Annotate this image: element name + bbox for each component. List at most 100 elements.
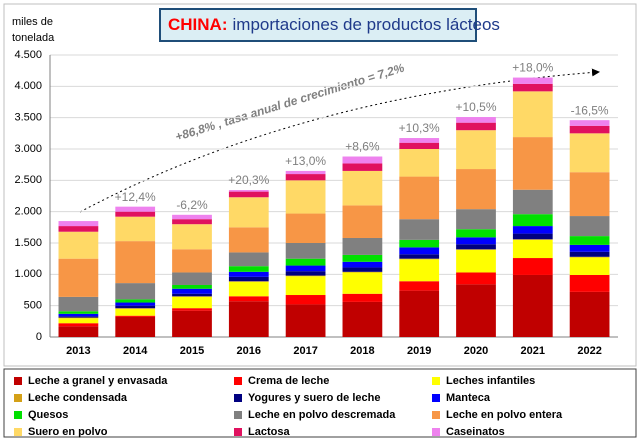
bar-segment	[115, 216, 156, 242]
bar-segment	[285, 304, 326, 337]
legend-label: Lactosa	[248, 426, 290, 438]
bar-segment	[285, 275, 326, 277]
bar-segment	[58, 313, 99, 317]
x-tick-label: 2022	[577, 345, 601, 357]
y-tick-label: 500	[24, 300, 42, 312]
bar-segment	[58, 231, 99, 259]
bar-segment	[172, 249, 212, 273]
bar-segment	[115, 308, 156, 316]
bar-segment	[228, 276, 269, 282]
bar-segment	[285, 170, 326, 175]
bar-segment	[456, 122, 496, 131]
legend-swatch	[432, 394, 440, 402]
legend-swatch	[14, 394, 22, 402]
bar-segment	[456, 237, 496, 245]
bar-segment	[569, 291, 610, 337]
bar-segment	[228, 296, 269, 302]
legend-label: Leches infantiles	[446, 375, 535, 387]
bar-segment	[115, 308, 156, 309]
legend-label: Leche en polvo descremada	[248, 409, 396, 421]
bar-segment	[115, 241, 156, 284]
bar-segment	[172, 293, 212, 297]
legend-swatch	[14, 411, 22, 419]
title-country: CHINA:	[168, 15, 228, 34]
bar-segment	[569, 257, 610, 275]
y-tick-label: 0	[36, 331, 42, 343]
bar-segment	[399, 239, 440, 248]
legend-label: Leche a granel y envasada	[28, 375, 168, 387]
y-tick-label: 4.500	[14, 49, 42, 61]
bar-segment	[512, 258, 553, 275]
bar-segment	[172, 296, 212, 309]
legend-swatch	[432, 377, 440, 385]
bar-segment	[172, 308, 212, 311]
bar-segment	[58, 318, 99, 324]
legend-swatch	[234, 394, 242, 402]
bar-segment	[228, 281, 269, 282]
title-box	[159, 8, 477, 42]
bar-segment	[399, 258, 440, 260]
bar-segment	[58, 311, 99, 314]
bar-segment	[115, 211, 156, 217]
legend-label: Crema de leche	[248, 375, 329, 387]
bar-segment	[569, 133, 610, 173]
bar-segment	[228, 301, 269, 337]
x-tick-label: 2014	[123, 345, 148, 357]
bar-segment	[569, 172, 610, 217]
bar-segment	[342, 163, 383, 171]
legend-label: Leche condensada	[28, 392, 128, 404]
bar-segment	[342, 267, 383, 272]
growth-label: +8,6%	[345, 140, 380, 154]
bar-segment	[569, 216, 610, 237]
bar-segment	[58, 258, 99, 297]
bar-segment	[285, 174, 326, 181]
x-tick-label: 2020	[464, 345, 488, 357]
bar-segment	[58, 317, 99, 319]
bar-segment	[172, 284, 212, 289]
bar-segment	[58, 226, 99, 232]
y-tick-label: 3.000	[14, 143, 42, 155]
bar-segment	[569, 236, 610, 245]
y-axis-label: tonelada	[12, 32, 55, 44]
legend-label: Caseinatos	[446, 426, 505, 438]
growth-label: +10,3%	[399, 121, 440, 135]
bar-segment	[399, 176, 440, 220]
bar-segment	[569, 125, 610, 134]
x-tick-label: 2019	[407, 345, 431, 357]
bar-segment	[456, 169, 496, 210]
bar-segment	[512, 91, 553, 138]
growth-label: +13,0%	[285, 154, 326, 168]
y-tick-label: 2.500	[14, 174, 42, 186]
bar-segment	[512, 83, 553, 92]
bar-segment	[228, 197, 269, 228]
legend-swatch	[234, 411, 242, 419]
bar-segment	[228, 191, 269, 198]
y-tick-label: 2.000	[14, 206, 42, 218]
y-axis-label: miles de	[12, 16, 53, 28]
chart-title: CHINA: importaciones de productos lácteos	[168, 15, 500, 34]
bar-segment	[456, 244, 496, 250]
bar-segment	[456, 249, 496, 250]
bar-segment	[172, 296, 212, 297]
bar-segment	[172, 219, 212, 225]
bar-segment	[342, 261, 383, 268]
legend-label: Yogures y suero de leche	[248, 392, 380, 404]
bar-segment	[342, 156, 383, 164]
bar-segment	[569, 256, 610, 258]
growth-label: -16,5%	[571, 103, 609, 117]
legend-swatch	[432, 411, 440, 419]
bar-segment	[512, 239, 553, 240]
bar-segment	[58, 316, 99, 318]
bar-segment	[399, 142, 440, 149]
bar-segment	[228, 281, 269, 297]
bar-segment	[456, 130, 496, 170]
legend-swatch	[234, 377, 242, 385]
bar-segment	[342, 254, 383, 262]
legend-label: Quesos	[28, 409, 68, 421]
bar-segment	[399, 219, 440, 240]
bar-segment	[456, 117, 496, 123]
y-tick-label: 1.000	[14, 268, 42, 280]
bar-segment	[512, 77, 553, 84]
bar-segment	[342, 293, 383, 302]
